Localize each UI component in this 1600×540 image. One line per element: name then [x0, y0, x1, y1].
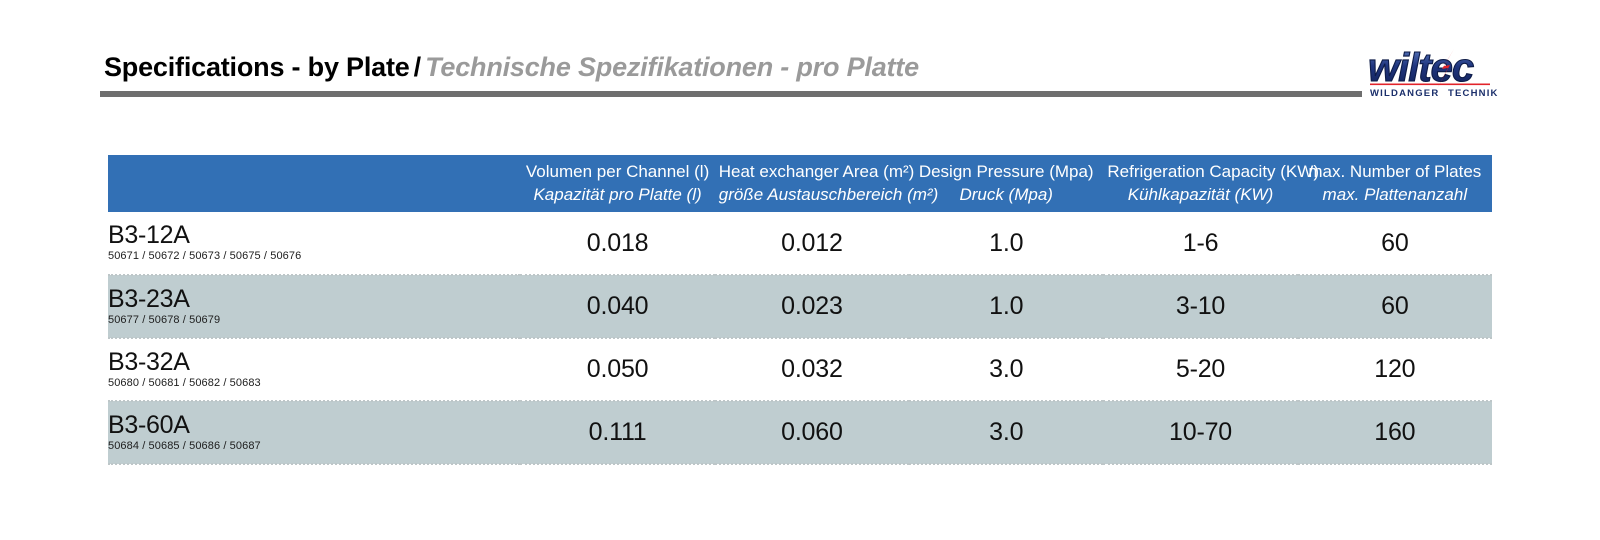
logo-tagline-right: TECHNIK [1448, 88, 1498, 99]
column-header-model [108, 155, 521, 212]
model-article-numbers: 50671 / 50672 / 50673 / 50675 / 50676 [108, 250, 302, 263]
cell-design-pressure: 3.0 [909, 338, 1104, 402]
cell-max-number-of-plates: 160 [1297, 401, 1492, 465]
cell-refrigeration-capacity: 3-10 [1103, 275, 1298, 339]
model-article-numbers: 50684 / 50685 / 50686 / 50687 [108, 439, 261, 452]
cell-model: B3-23A 50677 / 50678 / 50679 [108, 275, 521, 339]
cell-volume-per-channel: 0.040 [520, 275, 715, 339]
model-article-numbers: 50680 / 50681 / 50682 / 50683 [108, 376, 261, 389]
table-row: B3-12A 50671 / 50672 / 50673 / 50675 / 5… [108, 212, 1492, 276]
page-header: Specifications - by Plate / Technische Spe… [0, 0, 1600, 120]
table-body: B3-12A 50671 / 50672 / 50673 / 50675 / 5… [108, 212, 1492, 465]
logo-wordmark-shape: wiltec [1367, 45, 1475, 90]
model-name: B3-12A [108, 221, 190, 250]
cell-design-pressure: 1.0 [909, 275, 1104, 339]
model-name: B3-32A [108, 347, 190, 376]
column-header-max-number-of-plates-de: max. Plattenanzahl [1322, 184, 1468, 204]
cell-refrigeration-capacity: 5-20 [1103, 338, 1298, 402]
model-article-numbers: 50677 / 50678 / 50679 [108, 313, 221, 326]
table-header: Volumen per Channel (l) Kapazität pro Pl… [108, 155, 1492, 212]
cell-max-number-of-plates: 120 [1297, 338, 1492, 402]
column-header-refrigeration-capacity-en: Refrigeration Capacity (KW) [1107, 162, 1319, 182]
cell-design-pressure: 1.0 [909, 212, 1104, 276]
cell-heat-exchanger-area: 0.060 [714, 401, 910, 465]
table-row: B3-32A 50680 / 50681 / 50682 / 50683 0.0… [108, 338, 1492, 402]
title-underline-rule [100, 91, 1362, 97]
table-row: B3-60A 50684 / 50685 / 50686 / 50687 0.1… [108, 401, 1492, 465]
cell-refrigeration-capacity: 1-6 [1103, 212, 1298, 276]
table-header-row: Volumen per Channel (l) Kapazität pro Pl… [108, 155, 1492, 212]
column-header-refrigeration-capacity-de: Kühlkapazität (KW) [1127, 184, 1274, 204]
cell-volume-per-channel: 0.018 [520, 212, 715, 276]
column-header-max-number-of-plates: max. Number of Plates max. Plattenanzahl [1297, 155, 1492, 212]
page-title-separator: / [413, 52, 422, 82]
cell-heat-exchanger-area: 0.012 [714, 212, 910, 276]
cell-heat-exchanger-area: 0.023 [714, 275, 910, 339]
cell-heat-exchanger-area: 0.032 [714, 338, 910, 402]
column-header-volume-per-channel-en: Volumen per Channel (l) [525, 162, 710, 182]
table-row: B3-23A 50677 / 50678 / 50679 0.040 0.023… [108, 275, 1492, 339]
column-header-volume-per-channel-de: Kapazität pro Platte (l) [533, 184, 702, 204]
cell-design-pressure: 3.0 [909, 401, 1104, 465]
page-title-english: Specifications - by Plate [104, 52, 410, 82]
specifications-table: Volumen per Channel (l) Kapazität pro Pl… [108, 155, 1492, 465]
cell-model: B3-12A 50671 / 50672 / 50673 / 50675 / 5… [108, 212, 521, 276]
logo-red-rule [1370, 83, 1490, 86]
page-title: Specifications - by Plate / Technische Spe… [104, 52, 919, 83]
column-header-max-number-of-plates-en: max. Number of Plates [1308, 162, 1482, 182]
column-header-design-pressure-de: Druck (Mpa) [959, 184, 1053, 204]
logo-tagline-left: WILDANGER [1370, 88, 1439, 99]
column-header-volume-per-channel: Volumen per Channel (l) Kapazität pro Pl… [520, 155, 715, 212]
svg-text:wiltec: wiltec [1368, 46, 1474, 90]
cell-model: B3-32A 50680 / 50681 / 50682 / 50683 [108, 338, 521, 402]
cell-refrigeration-capacity: 10-70 [1103, 401, 1298, 465]
cell-volume-per-channel: 0.111 [520, 401, 715, 465]
wiltec-logo: wiltec WILDANGER TECHNIK [1364, 33, 1498, 101]
model-name: B3-60A [108, 410, 190, 439]
column-header-heat-exchanger-area-en: Heat exchanger Area (m²) [718, 162, 915, 182]
cell-max-number-of-plates: 60 [1297, 275, 1492, 339]
column-header-refrigeration-capacity: Refrigeration Capacity (KW) Kühlkapazitä… [1103, 155, 1319, 212]
column-header-design-pressure-en: Design Pressure (Mpa) [918, 162, 1094, 182]
cell-model: B3-60A 50684 / 50685 / 50686 / 50687 [108, 401, 521, 465]
model-name: B3-23A [108, 284, 190, 313]
column-header-heat-exchanger-area: Heat exchanger Area (m²) größe Austausch… [714, 155, 939, 212]
column-header-heat-exchanger-area-de: größe Austauschbereich (m²) [718, 184, 939, 204]
page-title-german: Technische Spezifikationen - pro Platte [425, 52, 919, 82]
column-header-design-pressure: Design Pressure (Mpa) Druck (Mpa) [909, 155, 1104, 212]
cell-volume-per-channel: 0.050 [520, 338, 715, 402]
cell-max-number-of-plates: 60 [1297, 212, 1492, 276]
